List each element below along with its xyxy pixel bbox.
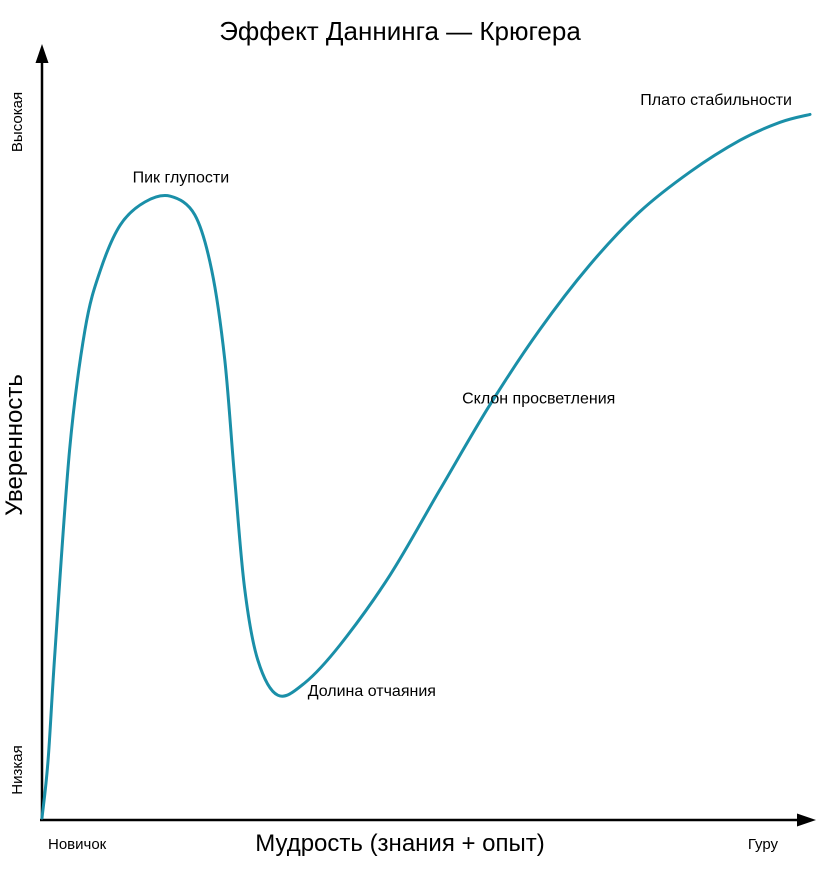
axes [35, 44, 816, 827]
annotation-label: Пик глупости [133, 170, 230, 187]
confidence-curve [40, 112, 812, 820]
y-axis-arrow-icon [35, 44, 49, 63]
y-axis-low-label: Низкая [9, 745, 26, 794]
x-axis-novice-label: Новичок [48, 836, 107, 853]
chart-title: Эффект Даннинга — Крюгера [219, 16, 581, 46]
x-axis-title: Мудрость (знания + опыт) [255, 830, 545, 857]
y-axis-high-label: Высокая [9, 92, 26, 152]
y-axis-title: Уверенность [1, 374, 28, 516]
annotation-label: Плато стабильности [640, 92, 792, 109]
annotation-label: Долина отчаяния [308, 683, 436, 700]
annotation-label: Склон просветления [462, 391, 615, 408]
curve-annotations: Пик глупости Долина отчаяния Склон просвет… [133, 92, 792, 700]
x-axis-arrow-icon [797, 813, 816, 827]
x-axis-guru-label: Гуру [748, 836, 779, 853]
